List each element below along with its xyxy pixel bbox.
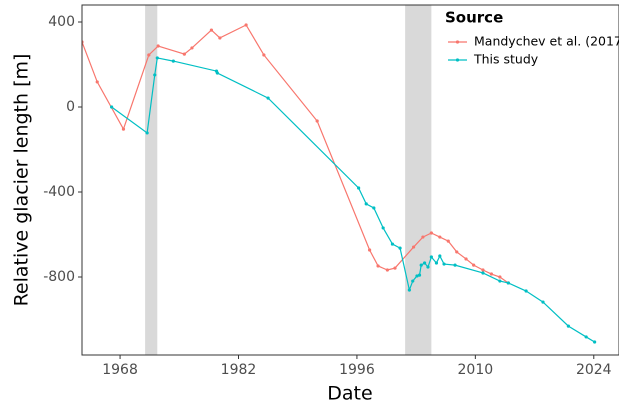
data-point — [435, 261, 438, 264]
data-point — [438, 235, 441, 238]
data-point — [216, 71, 219, 74]
data-point — [421, 235, 424, 238]
legend-label: Mandychev et al. (2017) — [474, 34, 619, 49]
data-point — [245, 23, 248, 26]
data-point — [365, 202, 368, 205]
data-point — [156, 56, 159, 59]
series-line — [112, 58, 595, 342]
data-point — [481, 271, 484, 274]
data-point — [376, 264, 379, 267]
data-point — [455, 250, 458, 253]
shaded-range — [405, 5, 431, 355]
data-point — [267, 96, 270, 99]
data-point — [423, 261, 426, 264]
x-tick-label: 2010 — [458, 362, 494, 378]
data-point — [426, 265, 429, 268]
legend-label: This study — [473, 52, 539, 67]
data-point — [447, 239, 450, 242]
data-point — [430, 255, 433, 258]
data-point — [490, 272, 493, 275]
data-point — [498, 279, 501, 282]
data-point — [438, 254, 441, 257]
data-point — [146, 131, 149, 134]
data-point — [210, 28, 213, 31]
y-tick-label: -400 — [43, 184, 75, 200]
data-point — [382, 226, 385, 229]
data-point — [372, 206, 375, 209]
legend-point — [456, 40, 459, 43]
data-point — [464, 257, 467, 260]
y-tick-label: 400 — [48, 14, 75, 30]
data-point — [393, 266, 396, 269]
data-point — [453, 264, 456, 267]
x-tick-label: 1982 — [221, 362, 257, 378]
data-point — [525, 289, 528, 292]
data-point — [368, 248, 371, 251]
data-point — [183, 52, 186, 55]
data-point — [262, 53, 265, 56]
data-point — [398, 247, 401, 250]
data-point — [391, 242, 394, 245]
data-point — [218, 36, 221, 39]
legend-title: Source — [445, 9, 503, 27]
data-point — [481, 268, 484, 271]
data-point — [190, 46, 193, 49]
x-tick-label: 1968 — [102, 362, 138, 378]
data-point — [122, 128, 125, 131]
data-point — [418, 273, 421, 276]
data-point — [411, 279, 414, 282]
data-point — [172, 60, 175, 63]
data-point — [157, 44, 160, 47]
legend-point — [456, 58, 459, 61]
data-point — [498, 275, 501, 278]
y-tick-label: -800 — [43, 269, 75, 285]
data-point — [408, 288, 411, 291]
x-tick-label: 2024 — [576, 362, 612, 378]
data-point — [430, 231, 433, 234]
data-point — [585, 335, 588, 338]
y-axis-title: Relative glacier length [m] — [11, 54, 33, 307]
x-axis-title: Date — [327, 383, 372, 405]
data-point — [541, 300, 544, 303]
data-point — [412, 245, 415, 248]
y-tick-label: 0 — [66, 99, 75, 115]
data-point — [110, 105, 113, 108]
data-point — [147, 53, 150, 56]
data-point — [153, 73, 156, 76]
data-point — [386, 268, 389, 271]
data-point — [567, 324, 570, 327]
data-point — [593, 340, 596, 343]
data-point — [96, 80, 99, 83]
data-point — [316, 119, 319, 122]
data-point — [442, 262, 445, 265]
data-point — [357, 186, 360, 189]
shaded-range — [145, 5, 157, 355]
data-point — [507, 281, 510, 284]
data-point — [472, 264, 475, 267]
data-point — [420, 264, 423, 267]
x-tick-label: 1996 — [339, 362, 375, 378]
